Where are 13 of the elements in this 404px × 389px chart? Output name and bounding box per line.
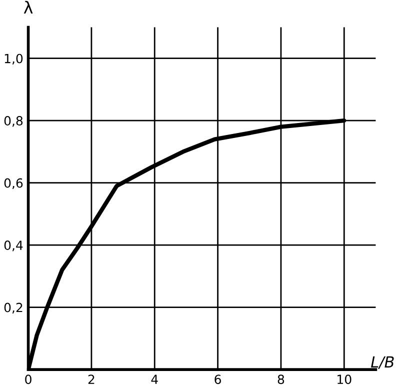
x-tick-label: 4 xyxy=(151,374,158,384)
x-tick-label: 2 xyxy=(88,374,94,384)
y-tick-label: 1,0 xyxy=(4,54,23,65)
y-tick-label: 0,6 xyxy=(4,178,23,190)
x-tick-label: 10 xyxy=(338,374,352,384)
y-tick-label: 0,2 xyxy=(4,302,22,314)
y-tick-label: 0,4 xyxy=(4,240,23,252)
x-tick-label: 8 xyxy=(278,374,284,384)
x-axis-title: L/B xyxy=(371,356,394,369)
y-axis-title: λ xyxy=(24,0,33,14)
x-tick-label: 0 xyxy=(25,374,32,384)
y-tick-label: 0,8 xyxy=(4,116,23,127)
x-tick-label: 6 xyxy=(214,374,221,384)
